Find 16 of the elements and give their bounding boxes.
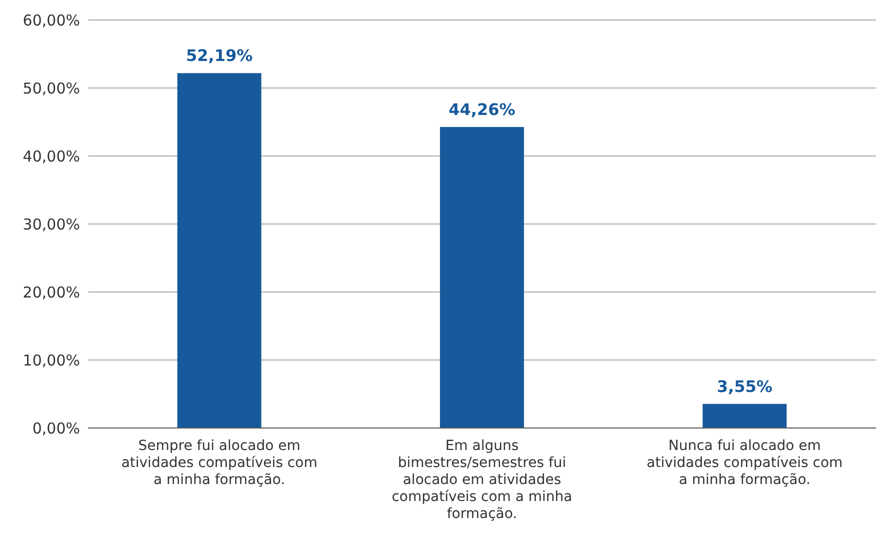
x-tick-label: Sempre fui alocado em atividades compatíveis com a minha formação.: [121, 438, 318, 488]
data-label: 3,55%: [716, 376, 772, 396]
y-tick-label: 40,00%: [22, 147, 80, 166]
y-tick-label: 0,00%: [32, 419, 80, 438]
data-label: 44,26%: [448, 100, 516, 120]
y-tick-label: 50,00%: [22, 79, 80, 98]
data-label: 52,19%: [186, 46, 253, 66]
y-tick-label: 30,00%: [22, 215, 80, 234]
y-tick-label: 60,00%: [22, 11, 80, 30]
y-tick-label: 20,00%: [22, 283, 80, 302]
x-tick-label: Em alguns bimestres/semestres fui alocado em atividades compatíveis com a minha formação.: [392, 438, 572, 522]
bar: [440, 127, 524, 428]
bar: [177, 73, 262, 428]
y-tick-label: 10,00%: [22, 351, 80, 370]
bar: [702, 404, 787, 428]
x-tick-label: Nunca fui alocado em atividades compatíveis com a minha formação.: [646, 438, 843, 488]
